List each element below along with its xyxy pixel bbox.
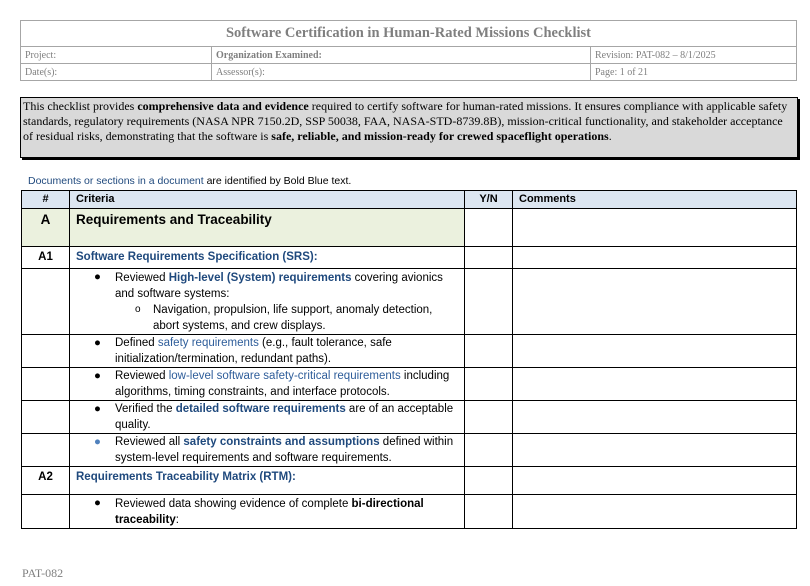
text-segment: Reviewed data showing evidence of comple… [115, 498, 352, 510]
col-header-criteria: Criteria [69, 190, 465, 209]
footer-doc-id: PAT-082 [22, 566, 64, 580]
text-segment: Reviewed [115, 370, 169, 382]
sub-bullet-icon: o [135, 304, 141, 315]
text-segment: safety requirements [157, 337, 259, 349]
text-segment: defined within system-level requirements… [115, 436, 454, 464]
text-segment: safe, reliable, and mission-ready for cr… [271, 129, 609, 143]
comments-cell[interactable] [512, 367, 797, 401]
text-segment: Defined [115, 337, 158, 349]
project-field: Project: [20, 46, 212, 64]
revision-field: Revision: PAT-082 – 8/1/2025 [590, 46, 797, 64]
comments-cell[interactable] [512, 268, 797, 335]
bullet-icon: ● [94, 271, 101, 283]
text-segment: Reviewed [115, 272, 169, 284]
subsection-id: A2 [21, 466, 70, 495]
subsection-title: Software Requirements Specification (SRS… [69, 246, 465, 269]
text-segment: covering avionics and software systems: [115, 272, 443, 300]
text-segment: safety constraints and assumptions [183, 436, 380, 448]
col-header-yn: Y/N [464, 190, 513, 209]
assessor-field: Assessor(s): [211, 63, 591, 81]
bullet-icon: ● [94, 497, 101, 509]
text-segment: detailed software requirements [175, 403, 346, 415]
text-segment: comprehensive data and evidence [137, 99, 309, 113]
yn-cell[interactable] [464, 367, 513, 401]
legend-note-blue: Documents or sections in a document [28, 175, 204, 187]
legend-note-rest: are identified by Bold Blue text. [203, 175, 352, 187]
text-segment: This checklist provides [23, 99, 138, 113]
yn-cell[interactable] [464, 466, 513, 495]
section-title: Requirements and Traceability [69, 208, 465, 247]
bullet-icon: ● [94, 370, 101, 382]
checklist-table: # Criteria Y/N Comments A Requirements a… [21, 190, 797, 529]
text-segment: (e.g., fault tolerance, safe initializat… [115, 337, 392, 365]
text-segment: Verified the [115, 403, 176, 415]
comments-cell[interactable] [512, 466, 797, 495]
yn-cell[interactable] [464, 268, 513, 335]
bullet-icon: ● [94, 436, 101, 448]
col-header-comments: Comments [512, 190, 797, 209]
subsection-row: A2 Requirements Traceability Matrix (RTM… [21, 466, 797, 495]
text-segment: Reviewed all [115, 436, 184, 448]
text-segment: High-level (System) requirements [168, 272, 352, 284]
table-row: ● Reviewed all safety constraints and ass… [21, 433, 797, 467]
table-row: ● Reviewed low-level software safety-crit… [21, 367, 797, 401]
table-row: ● Reviewed data showing evidence of compl… [21, 494, 797, 529]
table-row: ● Verified the detailed software requirem… [21, 400, 797, 434]
bullet-icon: ● [94, 337, 101, 349]
comments-cell[interactable] [512, 208, 797, 247]
text-segment: : [175, 514, 179, 526]
comments-cell[interactable] [512, 334, 797, 368]
bullet-icon: ● [94, 403, 101, 415]
criteria-text: Reviewed all safety constraints and assu… [115, 436, 453, 464]
text-segment: including algorithms, timing constraints… [115, 370, 450, 398]
section-id: A [21, 208, 70, 247]
criteria-text: Reviewed High-level (System) requirement… [115, 272, 443, 300]
comments-cell[interactable] [512, 400, 797, 434]
section-row: A Requirements and Traceability [21, 208, 797, 247]
page-field: Page: 1 of 21 [590, 63, 797, 81]
sub-criteria-text: Navigation, propulsion, life support, an… [153, 304, 433, 332]
yn-cell[interactable] [464, 208, 513, 247]
organization-field: Organization Examined: [211, 46, 591, 64]
text-segment: bi-directional traceability [115, 498, 424, 526]
col-header-number: # [21, 190, 70, 209]
yn-cell[interactable] [464, 400, 513, 434]
header-table: Software Certification in Human-Rated Mi… [20, 20, 797, 81]
yn-cell[interactable] [464, 433, 513, 467]
text-segment: are of an acceptable quality. [115, 403, 454, 431]
criteria-text: Reviewed low-level software safety-criti… [115, 370, 449, 398]
yn-cell[interactable] [464, 494, 513, 529]
comments-cell[interactable] [512, 246, 797, 269]
subsection-id: A1 [21, 246, 70, 269]
subsection-row: A1 Software Requirements Specification (… [21, 246, 797, 269]
criteria-text: Verified the detailed software requireme… [115, 403, 453, 431]
criteria-text: Defined safety requirements (e.g., fault… [115, 337, 392, 365]
text-segment: . [608, 129, 612, 143]
description-box: This checklist provides comprehensive da… [20, 97, 798, 158]
yn-cell[interactable] [464, 334, 513, 368]
table-row: ● Defined safety requirements (e.g., faul… [21, 334, 797, 368]
table-row: ● Reviewed High-level (System) requiremen… [21, 268, 797, 335]
text-segment: required to certify software for human-r… [23, 99, 788, 143]
yn-cell[interactable] [464, 246, 513, 269]
comments-cell[interactable] [512, 433, 797, 467]
comments-cell[interactable] [512, 494, 797, 529]
dates-field: Date(s): [20, 63, 212, 81]
legend-note: Documents or sections in a document are … [28, 175, 351, 187]
subsection-title: Requirements Traceability Matrix (RTM): [69, 466, 465, 495]
text-segment: low-level software safety-critical requi… [168, 370, 401, 382]
criteria-text: Reviewed data showing evidence of comple… [115, 498, 424, 526]
document-title: Software Certification in Human-Rated Mi… [20, 20, 797, 47]
